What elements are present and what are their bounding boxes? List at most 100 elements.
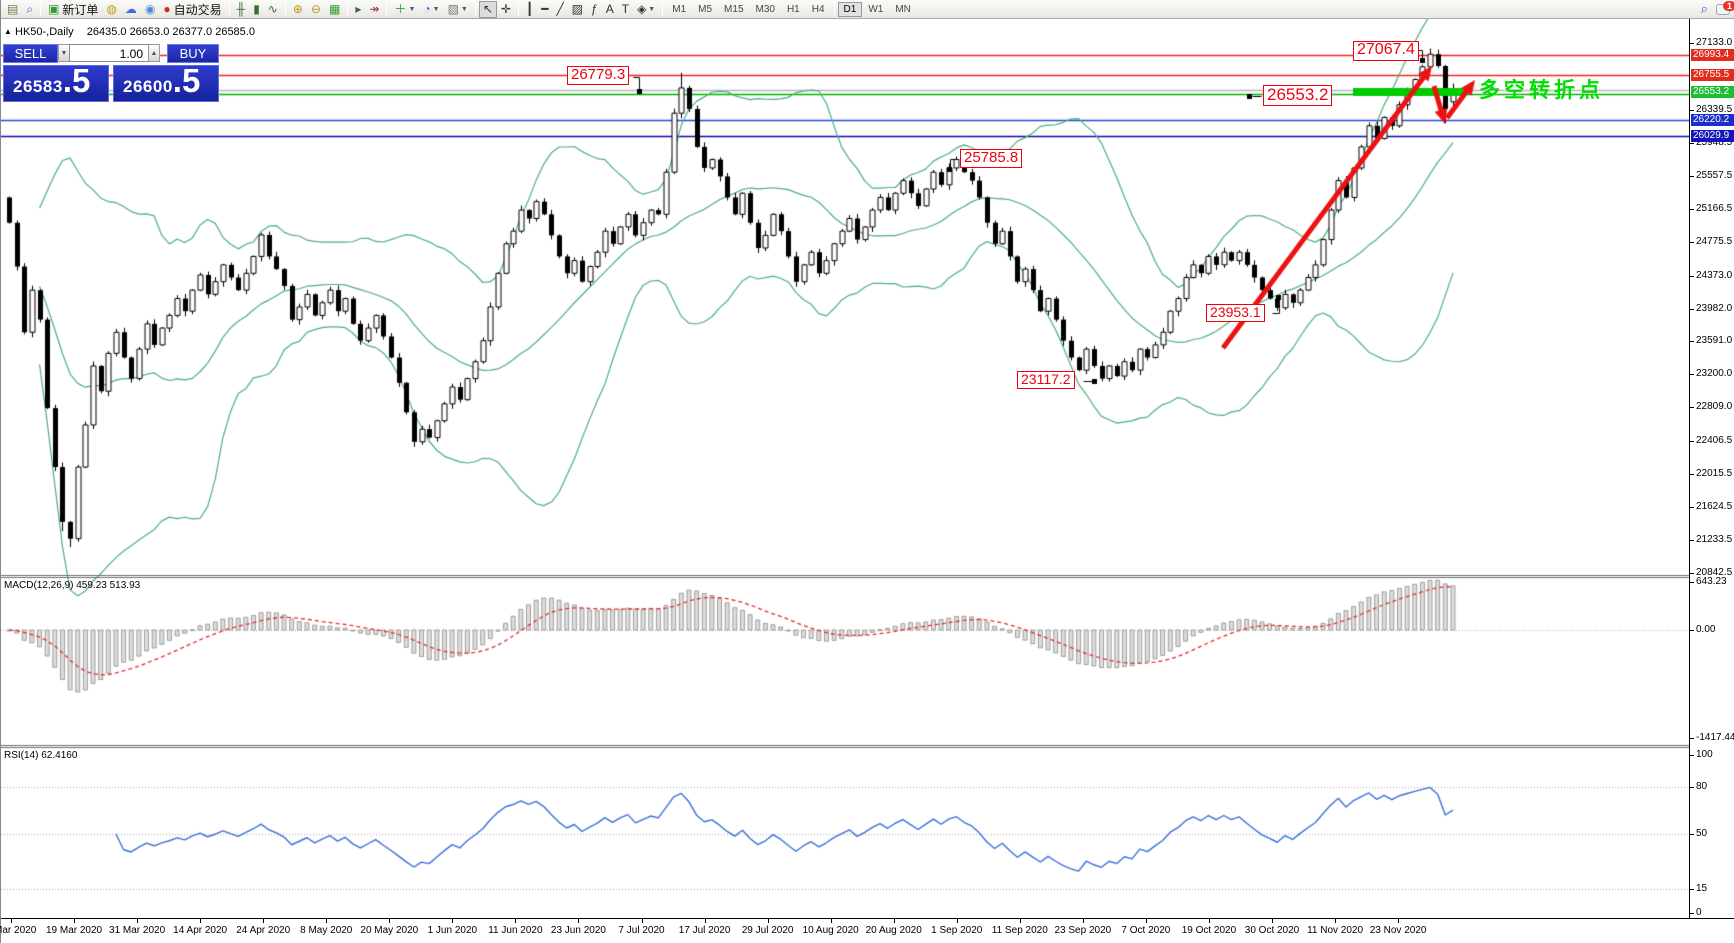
sell-button[interactable]: SELL xyxy=(3,44,58,63)
axis-tick-label: 26339.5 xyxy=(1696,104,1733,115)
date-axis-label: 14 Apr 2020 xyxy=(173,925,228,936)
date-axis-tick xyxy=(137,919,139,923)
axis-tick-label: 23982.0 xyxy=(1696,303,1733,314)
channel-icon[interactable]: ▨ xyxy=(568,1,587,18)
date-axis-label: 8 May 2020 xyxy=(300,925,353,936)
auto-scroll-icon[interactable]: ▸ xyxy=(351,1,365,18)
collapse-triangle-icon[interactable]: ▲ xyxy=(4,27,12,36)
zoom-out-icon[interactable]: ⊖ xyxy=(307,1,325,18)
zoom-in-icon[interactable]: ⊕ xyxy=(289,1,307,18)
timeframe-m1[interactable]: M1 xyxy=(672,3,687,15)
volume-decrease-button[interactable]: ▼ xyxy=(58,44,70,62)
bar-chart-icon[interactable]: ╫ xyxy=(233,1,250,18)
date-axis-label: 7 Oct 2020 xyxy=(1121,925,1171,936)
date-axis-tick xyxy=(326,919,328,923)
timeframe-m15[interactable]: M15 xyxy=(724,3,744,15)
new-order-button[interactable]: ▣ 新订单 xyxy=(44,1,102,18)
crosshair-icon[interactable]: ✛ xyxy=(497,1,515,18)
axis-tick-mark xyxy=(1690,834,1694,835)
price-badge: 26755.5 xyxy=(1691,69,1734,81)
search-icon[interactable]: ⌕ xyxy=(1700,1,1708,16)
text-icon[interactable]: A xyxy=(602,1,618,18)
sell-price-fraction: .5 xyxy=(62,62,91,99)
date-axis-tick xyxy=(74,919,76,923)
cursor-icon: ↖ xyxy=(482,2,493,16)
sell-price-main: 26583 xyxy=(13,77,63,96)
date-axis-label: 19 Oct 2020 xyxy=(1181,925,1237,936)
chart-shift-icon[interactable]: ↠ xyxy=(365,1,383,18)
date-axis-label: 17 Jul 2020 xyxy=(678,925,731,936)
price-annotation-label[interactable]: 25785.8 xyxy=(960,149,1023,168)
indicators-icon: ＋ xyxy=(394,2,407,16)
trendline-icon: ╱ xyxy=(556,2,564,16)
trendline-icon[interactable]: ╱ xyxy=(552,1,567,18)
chat-unread-badge: 1 xyxy=(1722,0,1734,11)
date-axis-label: 24 Apr 2020 xyxy=(236,925,291,936)
timeframe-h4[interactable]: H4 xyxy=(811,3,825,15)
timeframe-m5[interactable]: M5 xyxy=(698,3,713,15)
axis-tick-mark xyxy=(1690,276,1694,277)
cursor-icon[interactable]: ↖ xyxy=(478,0,497,18)
templates-icon[interactable]: ▧ ▼ xyxy=(444,1,472,18)
timeframe-d1[interactable]: D1 xyxy=(837,1,863,17)
axis-tick-mark xyxy=(1690,507,1694,508)
volume-input[interactable]: 1.00 xyxy=(69,44,149,62)
community-icon: ☁ xyxy=(124,2,137,16)
terminal-icon[interactable]: ▤ xyxy=(3,1,22,18)
autotrading-button: ● xyxy=(163,2,171,16)
timeframe-w1[interactable]: W1 xyxy=(868,3,884,15)
price-annotation-label[interactable]: 27067.4 xyxy=(1353,41,1419,61)
buy-price-display[interactable]: 26600 .5 xyxy=(113,64,219,102)
price-chart-canvas[interactable] xyxy=(1,19,1689,918)
vertical-line-icon[interactable]: ┃ xyxy=(522,1,537,18)
axis-tick-label: 22015.5 xyxy=(1696,468,1733,479)
date-axis-label: 20 May 2020 xyxy=(360,925,419,936)
date-axis-label: 20 Aug 2020 xyxy=(865,925,922,936)
timeframe-h1[interactable]: H1 xyxy=(786,3,800,15)
chart-ohlc: 26435.0 26653.0 26377.0 26585.0 xyxy=(86,26,255,38)
arrows-icon[interactable]: ◈ ▼ xyxy=(633,1,659,18)
autotrading-button-label: 自动交易 xyxy=(173,2,222,17)
volume-increase-button[interactable]: ▲ xyxy=(148,44,160,62)
price-annotation-label[interactable]: 26779.3 xyxy=(567,66,630,85)
tester-icon[interactable]: ⌕ xyxy=(22,1,37,18)
signals-icon[interactable]: ◉ xyxy=(141,1,159,18)
chevron-down-icon: ▼ xyxy=(408,5,416,13)
axis-tick-label: 0 xyxy=(1696,907,1702,918)
periods-icon[interactable]: ◔ ▼ xyxy=(419,1,443,18)
crosshair-icon: ✛ xyxy=(500,2,511,16)
price-annotation-label[interactable]: 23117.2 xyxy=(1017,371,1075,389)
timeframe-mn[interactable]: MN xyxy=(895,3,911,15)
tile-windows-icon[interactable]: ▦ xyxy=(325,1,344,18)
axis-tick-mark xyxy=(1690,755,1694,756)
axis-tick-mark xyxy=(1690,913,1694,914)
axis-tick-label: 24373.0 xyxy=(1696,270,1733,281)
history-center-icon[interactable]: ◍ xyxy=(102,1,120,18)
chat-icon[interactable]: 1 xyxy=(1716,0,1734,15)
date-axis: 9 Mar 2020 19 Mar 2020 31 Mar 2020 14 Apr 2… xyxy=(0,919,1734,943)
timeframe-m30[interactable]: M30 xyxy=(755,3,775,15)
autotrading-button[interactable]: ● 自动交易 xyxy=(159,1,225,18)
buy-button[interactable]: BUY xyxy=(167,44,219,63)
price-annotation-label[interactable]: 23953.1 xyxy=(1206,304,1265,322)
horizontal-line-icon[interactable]: ━ xyxy=(537,1,552,18)
chart-symbol-period: HK50-,Daily xyxy=(15,26,74,38)
line-chart-icon[interactable]: ∿ xyxy=(264,1,282,18)
axis-tick-mark xyxy=(1690,582,1694,583)
candlestick-icon[interactable]: ▮ xyxy=(249,1,264,18)
chevron-down-icon: ▼ xyxy=(460,5,468,13)
price-annotation-label[interactable]: 26553.2 xyxy=(1263,85,1333,106)
community-icon[interactable]: ☁ xyxy=(121,1,141,18)
date-axis-label: 7 Jul 2020 xyxy=(618,925,665,936)
label-icon[interactable]: T xyxy=(618,1,633,18)
toolbar-separator xyxy=(284,2,286,16)
chart-shift-icon: ↠ xyxy=(369,2,380,16)
toolbar-separator xyxy=(228,2,230,16)
sell-price-display[interactable]: 26583 .5 xyxy=(3,62,109,102)
fibonacci-icon[interactable]: ƒ xyxy=(587,1,602,18)
chart-note-text[interactable]: 多空转折点 xyxy=(1479,79,1604,102)
indicators-icon[interactable]: ＋ ▼ xyxy=(390,1,419,18)
axis-tick-label: 21624.5 xyxy=(1696,501,1733,512)
date-axis-tick xyxy=(578,919,580,923)
axis-tick-label: 50 xyxy=(1696,828,1708,839)
